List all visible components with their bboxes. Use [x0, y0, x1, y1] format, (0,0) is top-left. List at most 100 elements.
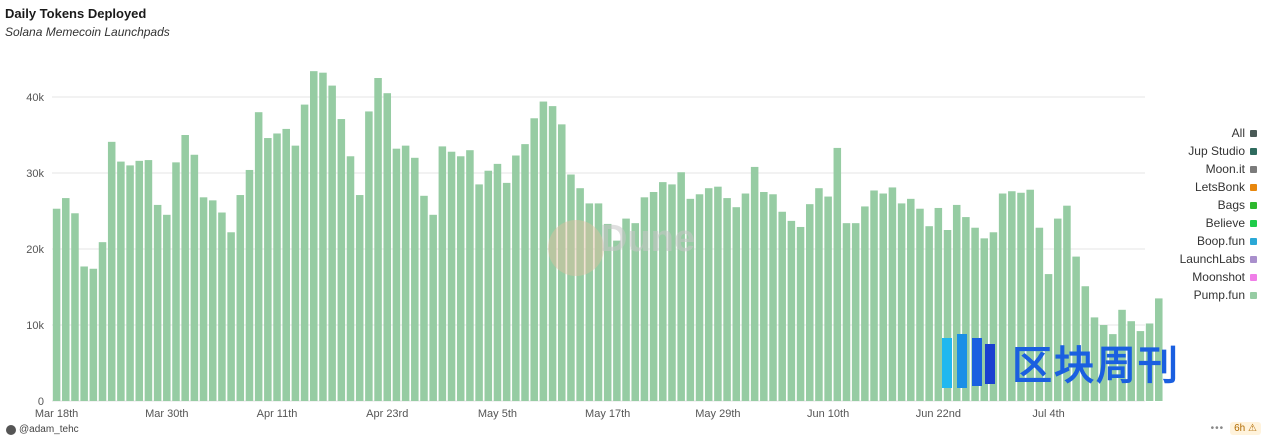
bar-pump-fun — [851, 223, 860, 401]
bar-pump-fun — [567, 174, 575, 401]
bar-pump-fun — [493, 163, 502, 401]
bar-pump-fun — [1155, 298, 1163, 401]
bar-pump-fun — [80, 266, 88, 401]
bar-pump-fun — [796, 226, 805, 401]
bar-pump-fun — [824, 196, 832, 401]
bar-pump-fun — [1008, 191, 1016, 401]
cn-watermark: 区块周刊 — [940, 332, 1180, 392]
bar-pump-fun — [245, 169, 254, 401]
bar-pump-fun — [659, 182, 667, 401]
refresh-age-badge[interactable]: 6h ⚠ — [1230, 422, 1261, 435]
bar-pump-fun — [1035, 227, 1044, 401]
bar-pump-fun — [126, 165, 134, 401]
bar-pump-fun — [741, 193, 750, 401]
bar-pump-fun — [907, 198, 915, 401]
bar-pump-fun — [1109, 334, 1117, 401]
bar-pump-fun — [870, 190, 878, 401]
legend-swatch — [1250, 165, 1257, 173]
legend-item-bags[interactable]: Bags — [1180, 196, 1257, 214]
bar-pump-fun — [989, 232, 998, 401]
bar-pump-fun — [328, 85, 336, 401]
bar-pump-fun — [714, 186, 722, 401]
bar-pump-fun — [925, 226, 933, 401]
bar-pump-fun — [640, 197, 649, 401]
legend-swatch — [1250, 201, 1257, 209]
x-tick-label: Jul 4th — [1032, 408, 1064, 420]
bar-pump-fun — [1145, 323, 1154, 401]
legend-item-boop-fun[interactable]: Boop.fun — [1180, 232, 1257, 250]
bar-pump-fun — [502, 182, 511, 401]
more-menu-icon[interactable]: ••• — [1210, 423, 1225, 434]
avatar — [6, 424, 16, 435]
bar-pump-fun — [135, 160, 144, 401]
legend-label: Pump.fun — [1193, 288, 1245, 302]
refresh-age-text: 6h — [1234, 423, 1246, 434]
bar-pump-fun — [521, 144, 529, 401]
x-tick-label: May 29th — [695, 408, 740, 420]
bar-pump-fun — [649, 192, 658, 401]
legend-item-pump-fun[interactable]: Pump.fun — [1180, 286, 1257, 304]
bar-pump-fun — [181, 135, 189, 401]
bar-pump-fun — [282, 128, 290, 402]
bar-pump-fun — [778, 211, 786, 401]
bar-pump-fun — [1072, 256, 1080, 401]
bar-pump-fun — [71, 213, 79, 401]
y-tick-label: 30k — [26, 168, 44, 180]
bar-pump-fun — [227, 232, 235, 401]
legend-swatch — [1250, 219, 1257, 227]
bar-pump-fun — [897, 203, 906, 401]
bar-pump-fun — [172, 162, 180, 401]
bar-pump-fun — [365, 111, 373, 401]
bar-pump-fun — [704, 188, 713, 401]
legend-label: Boop.fun — [1196, 234, 1245, 248]
bar-pump-fun — [447, 151, 456, 401]
author-credit[interactable]: @adam_tehc — [6, 424, 79, 435]
cn-logo-icon — [940, 332, 1000, 392]
bar-pump-fun — [576, 188, 584, 401]
bar-pump-fun — [107, 141, 116, 401]
x-tick-label: Jun 10th — [807, 408, 849, 420]
bar-pump-fun — [264, 138, 272, 402]
legend-item-all[interactable]: All — [1180, 124, 1257, 142]
legend-item-letsbonk[interactable]: LetsBonk — [1180, 178, 1257, 196]
legend-item-jup-studio[interactable]: Jup Studio — [1180, 142, 1257, 160]
bar-pump-fun — [732, 207, 741, 401]
x-tick-label: May 5th — [478, 408, 517, 420]
legend-swatch — [1250, 273, 1257, 281]
bar-pump-fun — [934, 207, 943, 401]
bar-pump-fun — [208, 200, 217, 401]
legend: All Jup Studio Moon.it LetsBonk Bags Believe B… — [1180, 124, 1257, 304]
bar-pump-fun — [998, 193, 1007, 401]
bar-pump-fun — [686, 198, 695, 401]
bar-pump-fun — [750, 166, 759, 401]
bar-pump-fun — [861, 206, 869, 401]
bar-pump-fun — [1081, 286, 1090, 401]
bar-pump-fun — [723, 198, 731, 401]
x-tick-label: Jun 22nd — [916, 408, 961, 420]
legend-swatch — [1250, 291, 1257, 299]
bar-pump-fun — [52, 208, 61, 401]
legend-item-moonshot[interactable]: Moonshot — [1180, 268, 1257, 286]
warning-icon: ⚠ — [1248, 423, 1257, 434]
bar-pump-fun — [631, 223, 640, 401]
bar-pump-fun — [1026, 189, 1034, 401]
bar-pump-fun — [466, 150, 474, 401]
bar-pump-fun — [429, 214, 437, 401]
legend-item-moon-it[interactable]: Moon.it — [1180, 160, 1257, 178]
bar-pump-fun — [1017, 192, 1025, 401]
legend-label: All — [1231, 126, 1245, 140]
bar-pump-fun — [346, 156, 355, 401]
legend-item-believe[interactable]: Believe — [1180, 214, 1257, 232]
bar-pump-fun — [190, 154, 199, 401]
bar-pump-fun — [291, 145, 300, 401]
legend-swatch — [1250, 255, 1257, 263]
legend-swatch — [1250, 147, 1257, 155]
bar-pump-fun — [512, 155, 520, 401]
bar-pump-fun — [971, 227, 979, 401]
y-tick-label: 40k — [26, 92, 44, 104]
bar-pump-fun — [420, 195, 428, 401]
legend-swatch — [1250, 129, 1257, 137]
footer-actions: ••• 6h ⚠ — [1211, 422, 1261, 435]
legend-item-launchlabs[interactable]: LaunchLabs — [1180, 250, 1257, 268]
legend-label: Jup Studio — [1188, 144, 1245, 158]
